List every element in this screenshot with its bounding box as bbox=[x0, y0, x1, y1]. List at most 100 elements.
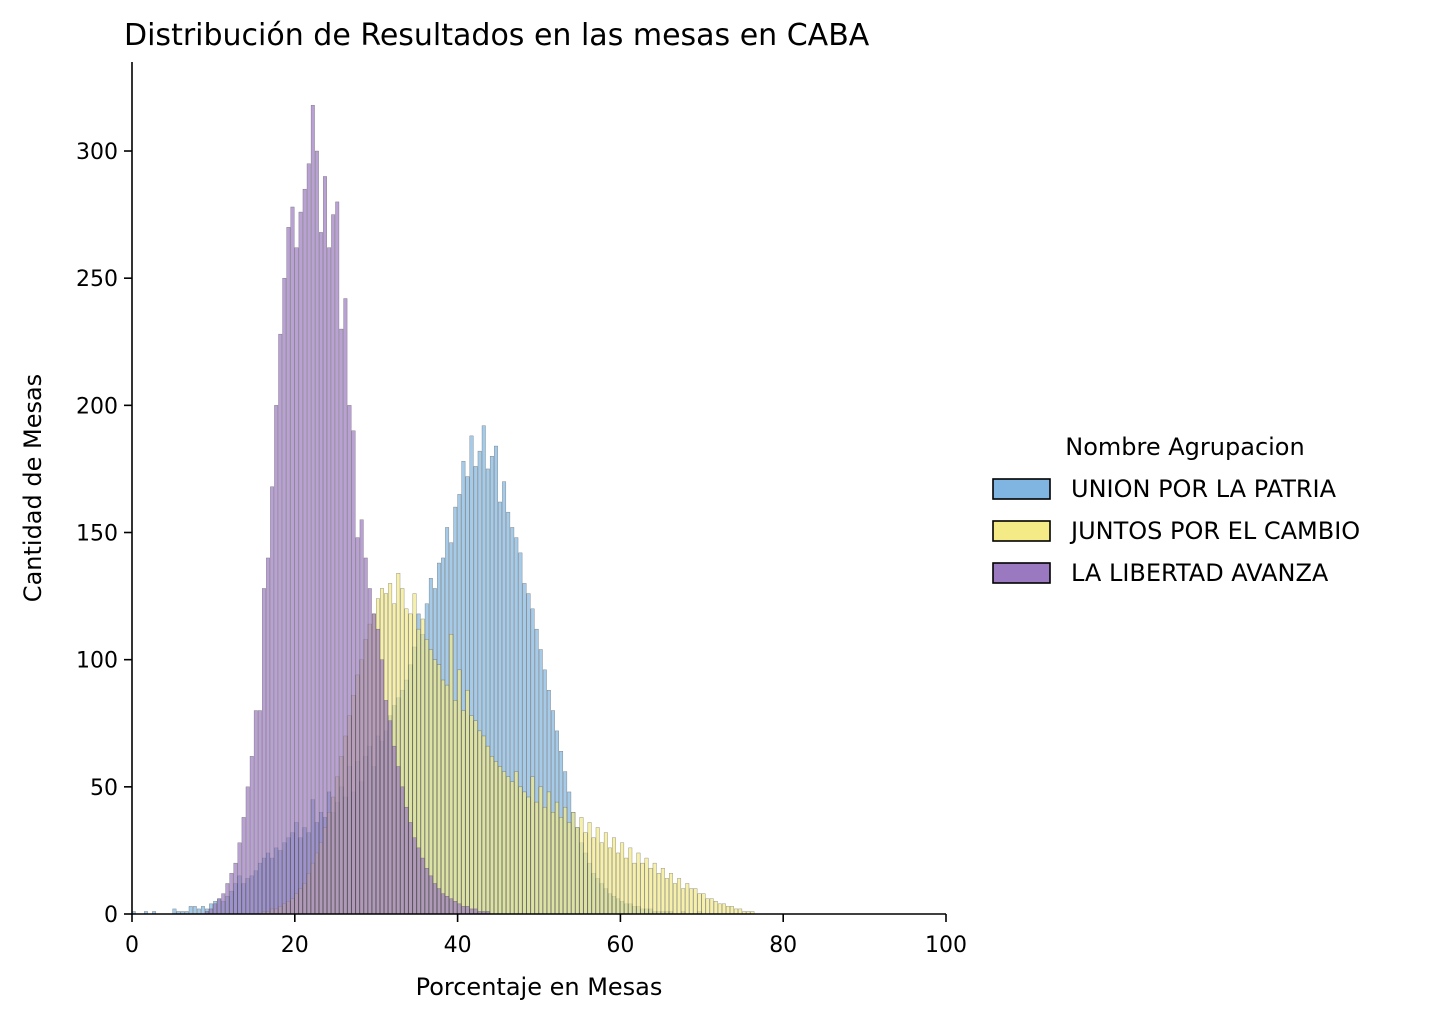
y-tick-label: 50 bbox=[90, 776, 118, 801]
bar-juntos-por-el-cambio bbox=[555, 801, 559, 915]
bar-juntos-por-el-cambio bbox=[559, 817, 564, 915]
legend-label-juntos-por-el-cambio: JUNTOS POR EL CAMBIO bbox=[1069, 517, 1360, 545]
bar-juntos-por-el-cambio bbox=[726, 906, 730, 915]
bar-la-libertad-avanza bbox=[457, 903, 462, 915]
bar-juntos-por-el-cambio bbox=[612, 837, 616, 915]
bar-juntos-por-el-cambio bbox=[481, 735, 486, 915]
bar-la-libertad-avanza bbox=[257, 710, 262, 915]
bar-la-libertad-avanza bbox=[376, 628, 380, 915]
bar-la-libertad-avanza bbox=[327, 247, 332, 915]
bar-la-libertad-avanza bbox=[262, 588, 266, 915]
bar-juntos-por-el-cambio bbox=[677, 878, 682, 915]
bar-juntos-por-el-cambio bbox=[563, 806, 568, 915]
bar-la-libertad-avanza bbox=[225, 883, 230, 915]
bar-la-libertad-avanza bbox=[310, 105, 315, 915]
bar-juntos-por-el-cambio bbox=[510, 781, 515, 915]
bar-la-libertad-avanza bbox=[245, 786, 250, 915]
legend: Nombre Agrupacion UNION POR LA PATRIA JU… bbox=[992, 433, 1360, 587]
bar-juntos-por-el-cambio bbox=[502, 771, 507, 915]
bar-la-libertad-avanza bbox=[437, 888, 441, 915]
bar-la-libertad-avanza bbox=[392, 745, 397, 915]
bar-la-libertad-avanza bbox=[298, 211, 303, 915]
bar-la-libertad-avanza bbox=[371, 613, 376, 915]
legend-swatch-juntos-por-el-cambio bbox=[992, 520, 1051, 542]
bar-la-libertad-avanza bbox=[323, 176, 327, 915]
bar-juntos-por-el-cambio bbox=[616, 852, 621, 915]
bar-juntos-por-el-cambio bbox=[441, 679, 445, 915]
bar-la-libertad-avanza bbox=[424, 868, 429, 915]
bar-juntos-por-el-cambio bbox=[624, 857, 629, 915]
bar-union-por-la-patria bbox=[188, 906, 193, 915]
bar-juntos-por-el-cambio bbox=[534, 801, 539, 915]
bar-la-libertad-avanza bbox=[233, 862, 238, 915]
y-tick-label: 150 bbox=[76, 522, 118, 547]
bar-juntos-por-el-cambio bbox=[473, 720, 478, 915]
bar-juntos-por-el-cambio bbox=[705, 898, 710, 915]
bar-la-libertad-avanza bbox=[335, 201, 340, 915]
bar-juntos-por-el-cambio bbox=[453, 700, 458, 915]
legend-title: Nombre Agrupacion bbox=[1065, 433, 1304, 461]
bar-juntos-por-el-cambio bbox=[664, 878, 669, 915]
bar-juntos-por-el-cambio bbox=[595, 827, 600, 915]
bar-la-libertad-avanza bbox=[408, 822, 413, 915]
bar-juntos-por-el-cambio bbox=[693, 888, 698, 915]
bar-juntos-por-el-cambio bbox=[685, 883, 690, 915]
bar-la-libertad-avanza bbox=[343, 298, 348, 915]
y-axis-label: Cantidad de Mesas bbox=[19, 374, 47, 602]
bar-la-libertad-avanza bbox=[367, 588, 372, 915]
bar-juntos-por-el-cambio bbox=[599, 842, 604, 915]
bar-la-libertad-avanza bbox=[441, 893, 445, 915]
bar-la-libertad-avanza bbox=[278, 333, 283, 915]
bar-la-libertad-avanza bbox=[384, 700, 389, 915]
bar-la-libertad-avanza bbox=[237, 842, 242, 915]
x-tick-label: 100 bbox=[925, 933, 967, 958]
bar-la-libertad-avanza bbox=[449, 898, 454, 915]
x-tick-label: 0 bbox=[125, 933, 139, 958]
bar-juntos-por-el-cambio bbox=[656, 873, 661, 915]
bar-la-libertad-avanza bbox=[217, 898, 222, 915]
bar-juntos-por-el-cambio bbox=[701, 893, 706, 915]
bar-la-libertad-avanza bbox=[253, 710, 258, 915]
bar-la-libertad-avanza bbox=[249, 756, 254, 915]
bar-la-libertad-avanza bbox=[359, 519, 364, 915]
bar-la-libertad-avanza bbox=[453, 901, 458, 915]
bar-juntos-por-el-cambio bbox=[514, 771, 519, 915]
bar-juntos-por-el-cambio bbox=[522, 791, 527, 915]
bar-juntos-por-el-cambio bbox=[607, 847, 612, 915]
y-tick-label: 250 bbox=[76, 267, 118, 292]
bar-juntos-por-el-cambio bbox=[498, 766, 502, 915]
x-axis-ticks: 0 20 40 60 80 100 bbox=[125, 914, 967, 958]
bar-juntos-por-el-cambio bbox=[628, 847, 633, 915]
bar-juntos-por-el-cambio bbox=[603, 832, 608, 915]
bar-la-libertad-avanza bbox=[290, 206, 295, 915]
bar-juntos-por-el-cambio bbox=[469, 715, 474, 915]
bar-juntos-por-el-cambio bbox=[461, 710, 466, 915]
bar-la-libertad-avanza bbox=[351, 430, 356, 915]
bar-juntos-por-el-cambio bbox=[717, 903, 722, 915]
bar-la-libertad-avanza bbox=[412, 837, 417, 915]
bar-juntos-por-el-cambio bbox=[591, 837, 596, 915]
bar-juntos-por-el-cambio bbox=[575, 827, 580, 915]
bar-la-libertad-avanza bbox=[286, 227, 291, 915]
bar-juntos-por-el-cambio bbox=[489, 756, 494, 915]
x-tick-label: 40 bbox=[444, 933, 472, 958]
bar-juntos-por-el-cambio bbox=[526, 796, 531, 915]
bar-juntos-por-el-cambio bbox=[506, 776, 511, 915]
x-tick-label: 80 bbox=[769, 933, 797, 958]
bar-juntos-por-el-cambio bbox=[730, 906, 734, 915]
histogram-bars bbox=[131, 105, 755, 915]
bar-juntos-por-el-cambio bbox=[546, 791, 551, 915]
bar-juntos-por-el-cambio bbox=[673, 883, 677, 915]
bar-juntos-por-el-cambio bbox=[477, 730, 482, 915]
y-tick-label: 300 bbox=[76, 140, 118, 165]
bar-la-libertad-avanza bbox=[213, 903, 218, 915]
legend-swatch-union-por-la-patria bbox=[992, 478, 1051, 500]
bar-la-libertad-avanza bbox=[355, 537, 360, 915]
bar-la-libertad-avanza bbox=[302, 188, 307, 915]
bar-juntos-por-el-cambio bbox=[449, 634, 454, 915]
bar-juntos-por-el-cambio bbox=[485, 745, 490, 915]
chart-title: Distribución de Resultados en las mesas … bbox=[124, 18, 870, 53]
legend-swatch-la-libertad-avanza bbox=[992, 562, 1051, 584]
bar-la-libertad-avanza bbox=[363, 557, 368, 915]
